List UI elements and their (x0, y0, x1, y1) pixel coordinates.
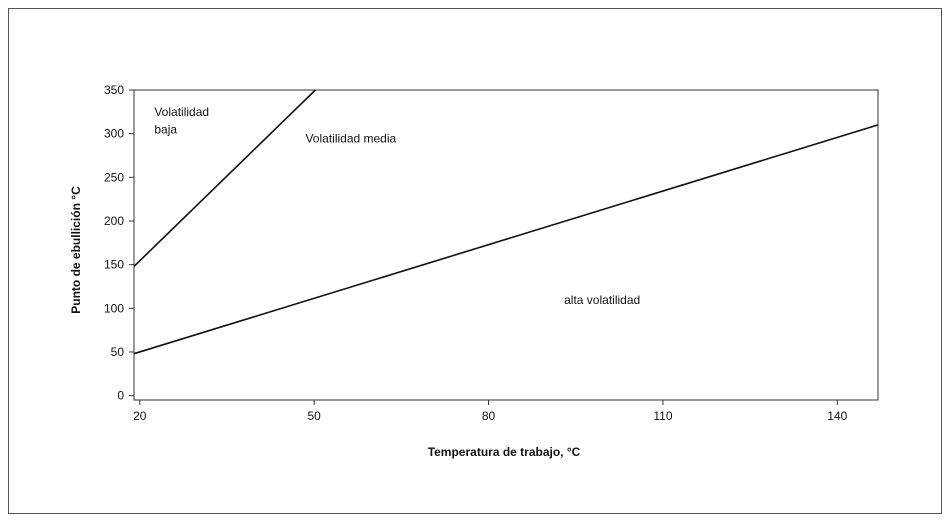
annotation-4: alta volatilidad (564, 293, 640, 307)
annotation-3: Volatilidad media (305, 131, 396, 145)
series-line-2 (133, 124, 879, 355)
y-tick-label-100: 100 (104, 301, 124, 315)
x-tick-label-20: 20 (133, 409, 147, 423)
annotation-1: Volatilidad (154, 105, 209, 119)
x-tick-label-140: 140 (827, 409, 847, 423)
figure-frame (8, 8, 942, 514)
x-tick-label-110: 110 (653, 409, 672, 423)
y-tick-label-300: 300 (104, 127, 124, 141)
x-tick-label-50: 50 (308, 409, 322, 423)
x-tick-label-80: 80 (482, 409, 496, 423)
plot-area-frame (133, 89, 879, 401)
y-tick-label-150: 150 (104, 258, 124, 272)
series-line-1 (133, 89, 316, 267)
y-axis-title: Punto de ebullición °C (69, 186, 83, 314)
annotation-2: baja (154, 123, 177, 137)
x-axis-title: Temperatura de trabajo, °C (428, 445, 581, 459)
y-tick-label-250: 250 (104, 170, 124, 184)
y-tick-label-0: 0 (117, 389, 124, 403)
y-tick-label-350: 350 (104, 83, 124, 97)
y-tick-label-200: 200 (104, 214, 124, 228)
y-tick-label-50: 50 (111, 345, 125, 359)
